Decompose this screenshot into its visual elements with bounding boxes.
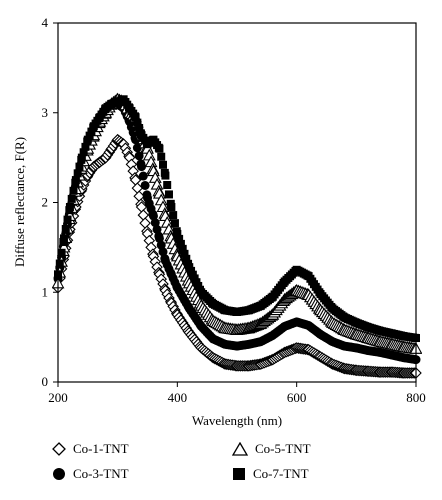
legend-item-co-7-tnt: Co-7-TNT <box>232 466 309 482</box>
data-point <box>155 144 164 153</box>
legend-label: Co-5-TNT <box>255 441 311 456</box>
filled-circle-icon <box>53 468 65 480</box>
open-diamond-icon <box>52 442 66 456</box>
data-point <box>161 171 170 180</box>
x-tick-label: 600 <box>287 390 307 405</box>
data-point <box>169 211 178 220</box>
data-point <box>87 127 96 136</box>
x-tick-label: 800 <box>406 390 426 405</box>
data-point <box>55 259 64 268</box>
legend-item-co-5-tnt: Co-5-TNT <box>232 441 311 457</box>
data-point <box>85 131 94 140</box>
data-point <box>178 244 187 253</box>
x-tick-label: 400 <box>168 390 188 405</box>
data-point <box>180 249 189 258</box>
data-point <box>83 135 92 144</box>
data-point <box>79 148 88 157</box>
data-point <box>135 124 144 133</box>
data-point <box>71 176 80 185</box>
data-point <box>81 142 90 151</box>
data-point <box>131 113 140 122</box>
data-point <box>77 153 86 162</box>
y-tick-label: 4 <box>42 15 49 30</box>
filled-square-icon <box>233 468 245 480</box>
data-point <box>148 211 158 221</box>
y-tick-label: 1 <box>42 284 49 299</box>
data-point <box>150 218 160 228</box>
data-point <box>182 254 191 263</box>
axis-ticks: 200 400 600 800 0 1 2 3 4 <box>42 15 426 405</box>
legend-label: Co-7-TNT <box>253 466 309 481</box>
data-point <box>159 160 168 169</box>
legend-label: Co-1-TNT <box>73 441 129 456</box>
data-point <box>75 162 84 171</box>
data-point <box>69 186 78 195</box>
data-point <box>138 171 148 181</box>
data-point <box>137 209 150 221</box>
data-point <box>65 202 74 211</box>
data-point <box>164 190 173 199</box>
data-point <box>61 224 70 233</box>
y-tick-label: 2 <box>42 195 49 210</box>
data-point <box>157 152 166 161</box>
data-point <box>175 234 184 243</box>
x-axis-title: Wavelength (nm) <box>192 413 282 428</box>
data-point <box>173 229 182 238</box>
data-point <box>139 217 151 229</box>
data-point <box>154 233 164 243</box>
data-point <box>57 248 66 257</box>
data-point <box>152 224 162 234</box>
data-point <box>137 162 147 172</box>
x-tick-label: 200 <box>48 390 68 405</box>
data-point <box>170 219 179 228</box>
series-co-7-tnt <box>54 95 420 343</box>
data-point <box>73 169 82 178</box>
data-point <box>63 215 72 224</box>
data-point <box>163 180 172 189</box>
data-marks <box>52 92 422 379</box>
open-triangle-icon <box>232 442 248 456</box>
data-point <box>176 239 185 248</box>
data-point <box>133 118 142 127</box>
data-point <box>67 194 76 203</box>
legend-label: Co-3-TNT <box>73 466 129 481</box>
y-axis-title: Diffuse reflectance, F(R) <box>12 137 27 267</box>
data-point <box>158 247 168 257</box>
legend-item-co-3-tnt: Co-3-TNT <box>52 466 129 482</box>
data-point <box>132 143 142 153</box>
data-point <box>140 180 150 190</box>
data-point <box>167 202 176 211</box>
y-tick-label: 0 <box>42 374 49 389</box>
y-tick-label: 3 <box>42 105 49 120</box>
data-point <box>59 234 68 243</box>
legend-item-co-1-tnt: Co-1-TNT <box>52 441 129 457</box>
data-point <box>156 240 166 250</box>
